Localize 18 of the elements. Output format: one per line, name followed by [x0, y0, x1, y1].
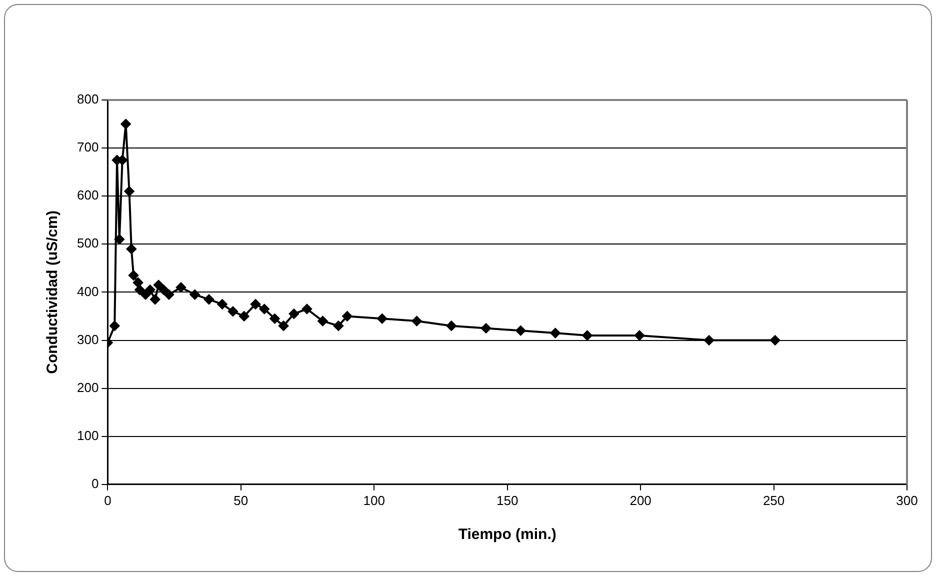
y-tick-label: 200	[76, 380, 99, 395]
y-tick-label: 500	[76, 236, 99, 251]
y-tick-label: 600	[76, 188, 99, 203]
y-tick-label: 400	[76, 284, 99, 299]
y-tick-label: 300	[76, 332, 99, 347]
x-tick-label: 150	[496, 492, 518, 508]
y-tick-label: 0	[91, 476, 99, 491]
x-tick-label: 0	[104, 492, 112, 508]
x-tick-label: 300	[896, 492, 918, 508]
y-tick-label: 100	[76, 428, 99, 443]
x-tick-label: 50	[234, 492, 248, 508]
y-axis-title: Conductividad (uS/cm)	[44, 210, 62, 374]
x-axis-title: Tiempo (min.)	[458, 526, 556, 544]
x-tick-label: 200	[630, 492, 652, 508]
x-tick-label: 250	[762, 492, 785, 508]
y-tick-label: 800	[76, 92, 99, 107]
y-tick-label: 700	[76, 140, 99, 155]
x-tick-label: 100	[363, 492, 385, 508]
